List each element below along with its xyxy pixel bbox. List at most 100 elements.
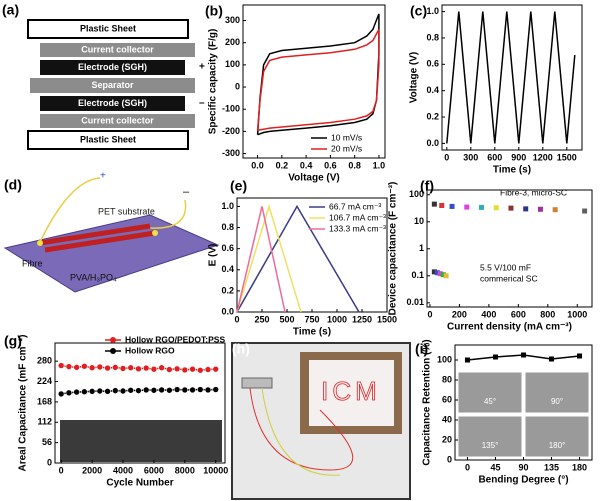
- panel-label: (g): [4, 333, 22, 349]
- y-axis-label: Areal Capacitance (mF cm⁻²): [18, 335, 29, 472]
- y-axis-label: Voltage (V): [409, 52, 420, 103]
- point: [166, 366, 173, 373]
- inset-photo: [457, 371, 523, 414]
- panel-label: (h): [232, 341, 250, 357]
- paper: [309, 360, 394, 426]
- contact: [152, 230, 158, 236]
- inset-label: 180°: [549, 441, 566, 450]
- y-tick-label: 56: [42, 437, 52, 447]
- legend-label: 10 mV/s: [331, 132, 362, 142]
- point: [577, 353, 583, 359]
- x-tick-label: 1500: [377, 314, 397, 324]
- panel-label: (i): [415, 341, 428, 357]
- x-tick-label: 0.6: [324, 160, 337, 170]
- x-tick-label: 180: [572, 462, 587, 472]
- annotation: commerical SC: [480, 273, 538, 283]
- series-line: [236, 204, 360, 313]
- x-tick-label: 0: [234, 314, 239, 324]
- layer-label: Current collector: [81, 115, 154, 125]
- point: [431, 269, 437, 275]
- electrolyte-label: PVA/H₃PO₄: [70, 272, 117, 282]
- point: [150, 365, 158, 373]
- panel-label: (b): [205, 3, 223, 19]
- y-tick-label: 40: [442, 414, 452, 424]
- point: [552, 207, 558, 213]
- fibre: [39, 223, 151, 246]
- annotation: 5.5 V/100 mF: [480, 262, 531, 272]
- series-line: [446, 11, 576, 144]
- y-tick-label: 112: [37, 417, 52, 427]
- point: [119, 365, 127, 372]
- point: [104, 364, 111, 372]
- x-axis-label: Voltage (V): [288, 173, 339, 184]
- y-axis-label: Device capacitance (F cm⁻³): [388, 182, 399, 316]
- x-tick-label: 90: [518, 462, 528, 472]
- point: [88, 364, 96, 372]
- series-line: [236, 203, 302, 313]
- x-tick-label: 0: [427, 309, 432, 319]
- y-tick-label: 100: [225, 59, 240, 69]
- y-tick-label: 10: [414, 216, 424, 226]
- series-line: [256, 13, 380, 136]
- y-tick-label: 0.6: [221, 243, 234, 253]
- x-tick-label: 10000: [203, 465, 228, 475]
- point: [88, 388, 96, 395]
- layer-label: Plastic Sheet: [80, 134, 136, 144]
- series-line: [256, 29, 380, 132]
- point: [434, 270, 440, 276]
- y-tick-label: -100: [222, 104, 240, 114]
- x-tick-label: 500: [279, 314, 294, 324]
- legend-label: 106.7 mA cm⁻³: [329, 212, 386, 222]
- x-tick-label: 1250: [352, 314, 372, 324]
- inset-photo: [524, 371, 590, 414]
- point: [181, 366, 189, 374]
- point: [166, 386, 173, 394]
- plot-frame: [441, 4, 583, 151]
- y-tick-label: 0.6: [426, 59, 439, 69]
- point: [65, 389, 73, 397]
- point: [189, 365, 196, 373]
- y-tick-label: 0.8: [426, 32, 439, 42]
- y-tick-label: 1.0: [221, 201, 234, 211]
- inset-photo: [60, 420, 222, 462]
- plot-frame: [54, 342, 226, 464]
- pet-substrate: [3, 214, 220, 293]
- y-tick-label: 200: [225, 37, 240, 47]
- x-tick-label: 0: [444, 152, 449, 162]
- point: [437, 271, 443, 277]
- point: [127, 386, 135, 394]
- point: [181, 386, 189, 394]
- legend-label: Hollow RGO/PEDOT:PSS: [125, 334, 225, 344]
- x-tick-label: 600: [487, 152, 502, 162]
- point: [57, 390, 65, 398]
- y-tick-label: 0.1: [411, 270, 424, 280]
- layer: [27, 19, 189, 39]
- y-tick-label: 0: [47, 457, 52, 467]
- y-tick-label: 80: [442, 374, 452, 384]
- x-tick-label: 6000: [144, 465, 164, 475]
- x-tick-label: 750: [304, 314, 319, 324]
- point: [204, 366, 212, 373]
- y-tick-label: 0.2: [426, 111, 439, 121]
- legend-label: 20 mV/s: [331, 143, 362, 153]
- x-axis-label: Time (s): [293, 327, 331, 338]
- layer-label: Electrode (SGH): [78, 62, 147, 72]
- y-tick-label: 0.4: [221, 264, 234, 274]
- point: [96, 387, 104, 395]
- inset-label: 45°: [484, 397, 496, 406]
- point: [135, 387, 142, 394]
- y-tick-label: 0.0: [426, 138, 439, 148]
- y-axis-label: Capacitance Retention (%): [422, 339, 433, 465]
- point: [73, 364, 80, 371]
- y-tick-label: -300: [222, 148, 240, 158]
- fibre-label: Fibre: [22, 258, 43, 268]
- point: [73, 388, 80, 396]
- point: [431, 201, 437, 207]
- point: [439, 203, 445, 209]
- point: [204, 386, 212, 394]
- point: [158, 364, 165, 372]
- x-tick-label: 1200: [533, 152, 553, 162]
- layer: [40, 60, 185, 75]
- y-tick-label: 0.8: [221, 222, 234, 232]
- point: [104, 388, 111, 395]
